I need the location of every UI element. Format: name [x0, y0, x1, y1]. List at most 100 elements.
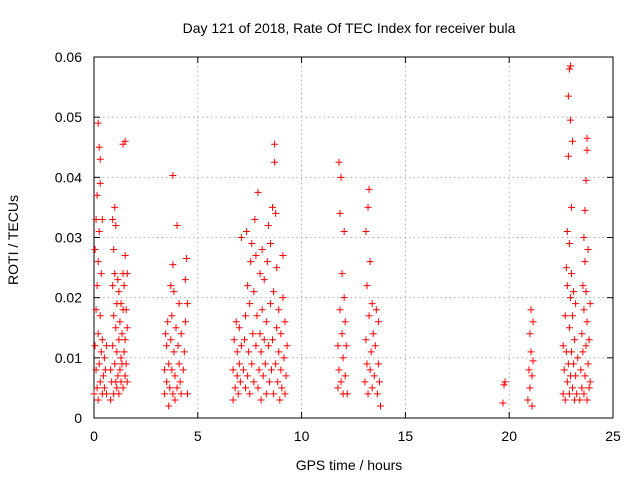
data-point — [92, 306, 100, 314]
data-point — [560, 366, 568, 374]
data-point — [232, 318, 240, 326]
data-point — [96, 155, 104, 163]
data-point — [580, 390, 588, 398]
data-point — [583, 396, 591, 404]
data-point — [337, 173, 345, 181]
data-point — [181, 318, 189, 326]
x-tick-label: 0 — [90, 428, 98, 444]
data-point — [122, 306, 130, 314]
data-point — [577, 366, 585, 374]
data-point — [237, 342, 245, 350]
data-point — [256, 330, 264, 338]
data-point — [362, 336, 370, 344]
data-point — [260, 276, 268, 284]
data-point — [183, 300, 191, 308]
data-point — [91, 246, 99, 254]
data-point — [100, 384, 108, 392]
data-point — [281, 318, 289, 326]
data-point — [525, 366, 533, 374]
data-point — [169, 172, 177, 180]
data-point — [96, 312, 104, 320]
data-point — [366, 366, 374, 374]
data-point — [374, 318, 382, 326]
data-point — [334, 342, 342, 350]
data-point — [369, 330, 377, 338]
data-point — [342, 342, 350, 350]
data-point — [566, 294, 574, 302]
data-point — [337, 378, 345, 386]
data-point — [92, 366, 100, 374]
data-point — [584, 246, 592, 254]
data-point — [368, 300, 376, 308]
data-point — [252, 252, 260, 260]
data-point — [574, 354, 582, 362]
data-point — [123, 270, 131, 278]
data-point — [239, 366, 247, 374]
data-point — [92, 215, 100, 223]
data-point — [109, 342, 117, 350]
y-tick-label: 0.01 — [55, 350, 82, 366]
data-point — [233, 372, 241, 380]
data-point — [91, 342, 99, 350]
data-point — [111, 203, 119, 211]
data-point — [269, 203, 277, 211]
data-point — [260, 336, 268, 344]
y-tick-label: 0.05 — [55, 109, 82, 125]
data-point — [122, 360, 130, 368]
data-point — [177, 390, 185, 398]
data-point — [578, 384, 586, 392]
data-point — [120, 348, 128, 356]
data-point — [580, 234, 588, 241]
data-point — [180, 348, 188, 356]
data-point — [273, 324, 281, 332]
data-point — [102, 342, 110, 350]
data-point — [366, 258, 374, 266]
data-point — [336, 209, 344, 217]
data-point — [271, 140, 279, 148]
data-point — [112, 221, 120, 229]
data-point — [120, 282, 128, 290]
data-point — [362, 227, 370, 235]
data-point — [162, 330, 170, 338]
data-point — [113, 384, 121, 392]
data-point — [580, 306, 588, 314]
data-point — [529, 318, 537, 326]
data-point — [110, 246, 118, 254]
data-point — [585, 336, 593, 344]
data-point — [579, 348, 587, 356]
data-point — [117, 354, 125, 362]
data-point — [121, 252, 129, 260]
data-point — [334, 384, 342, 392]
data-point — [341, 372, 349, 380]
data-point — [566, 116, 574, 124]
data-point — [93, 282, 101, 290]
data-point — [245, 348, 253, 356]
data-point — [243, 227, 251, 235]
data-point — [279, 294, 287, 302]
data-point — [271, 158, 279, 166]
data-point — [275, 306, 283, 314]
data-point — [579, 282, 587, 290]
y-tick-label: 0 — [74, 410, 82, 426]
y-tick-label: 0.06 — [55, 49, 82, 65]
data-point — [251, 215, 259, 223]
data-point — [175, 300, 183, 308]
data-point — [94, 330, 102, 338]
y-axis-label: ROTI / TECUs — [5, 195, 21, 285]
data-point — [364, 203, 372, 211]
data-point — [119, 384, 127, 392]
data-point — [361, 378, 369, 386]
data-point — [272, 360, 280, 368]
data-point — [583, 318, 591, 326]
data-point — [581, 206, 589, 214]
data-point — [363, 360, 371, 368]
data-point — [582, 176, 590, 184]
data-point — [229, 396, 237, 404]
data-point — [116, 318, 124, 326]
data-point — [161, 390, 169, 398]
data-point — [586, 378, 594, 386]
data-point — [266, 300, 274, 308]
data-point — [170, 288, 178, 296]
data-point — [370, 372, 378, 380]
data-point — [257, 396, 265, 404]
